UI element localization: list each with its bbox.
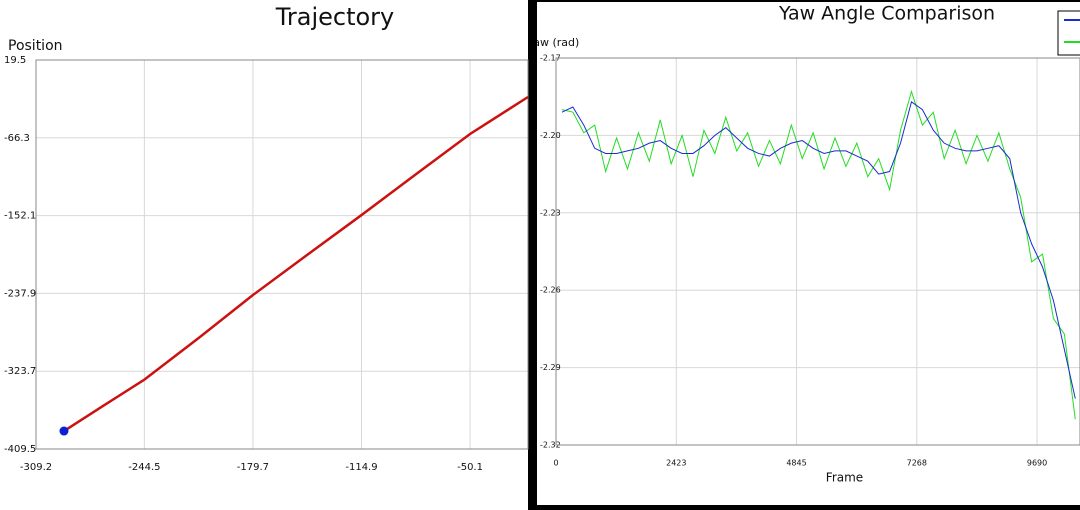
plot-frame <box>555 57 1080 446</box>
series-line <box>561 101 1076 399</box>
y-tick-label: -409.5 <box>4 444 36 455</box>
x-tick-label: -114.9 <box>345 462 377 473</box>
y-tick-label: -2.20 <box>540 131 561 140</box>
y-tick-label: -2.23 <box>540 208 561 217</box>
legend-box <box>1057 10 1080 56</box>
y-axis-label: Position <box>8 38 63 54</box>
x-tick-label: 7268 <box>907 459 927 468</box>
plot-frame <box>35 59 529 450</box>
series-line <box>63 95 529 433</box>
x-tick-label: 2423 <box>666 459 686 468</box>
trajectory-chart: 19.5 -66.3 -152.1 -237.9 -323.7 -409.5 -309.2 -… <box>4 3 529 473</box>
x-tick-label: 4845 <box>786 459 806 468</box>
left-panel <box>0 0 528 510</box>
chart-title: Trajectory <box>275 3 395 31</box>
y-tick-label: 19.5 <box>4 55 26 66</box>
y-tick-label: -2.26 <box>540 286 561 295</box>
x-tick-label: -50.1 <box>457 462 483 473</box>
y-tick-label: -66.3 <box>4 133 30 144</box>
y-tick-label: -2.32 <box>540 441 561 450</box>
y-tick-label: -2.29 <box>540 363 561 372</box>
x-tick-label: -309.2 <box>20 462 52 473</box>
x-tick-label: 0 <box>553 459 558 468</box>
y-tick-label: -152.1 <box>4 211 36 222</box>
x-axis-label: Frame <box>826 471 863 485</box>
start-marker <box>59 426 69 436</box>
y-tick-label: -323.7 <box>4 366 36 377</box>
chart-title: Yaw Angle Comparison <box>778 3 995 25</box>
yaw-chart: -2.17 -2.20 -2.23 -2.26 -2.29 -2.32 0 2423 4845 7… <box>527 3 1080 485</box>
y-tick-label: -237.9 <box>4 288 36 299</box>
x-tick-label: -244.5 <box>128 462 160 473</box>
right-panel <box>537 2 1080 505</box>
x-tick-label: -179.7 <box>237 462 269 473</box>
y-tick-label: -2.17 <box>540 54 561 63</box>
x-tick-label: 9690 <box>1027 459 1047 468</box>
y-axis-label: Yaw (rad) <box>527 36 579 49</box>
